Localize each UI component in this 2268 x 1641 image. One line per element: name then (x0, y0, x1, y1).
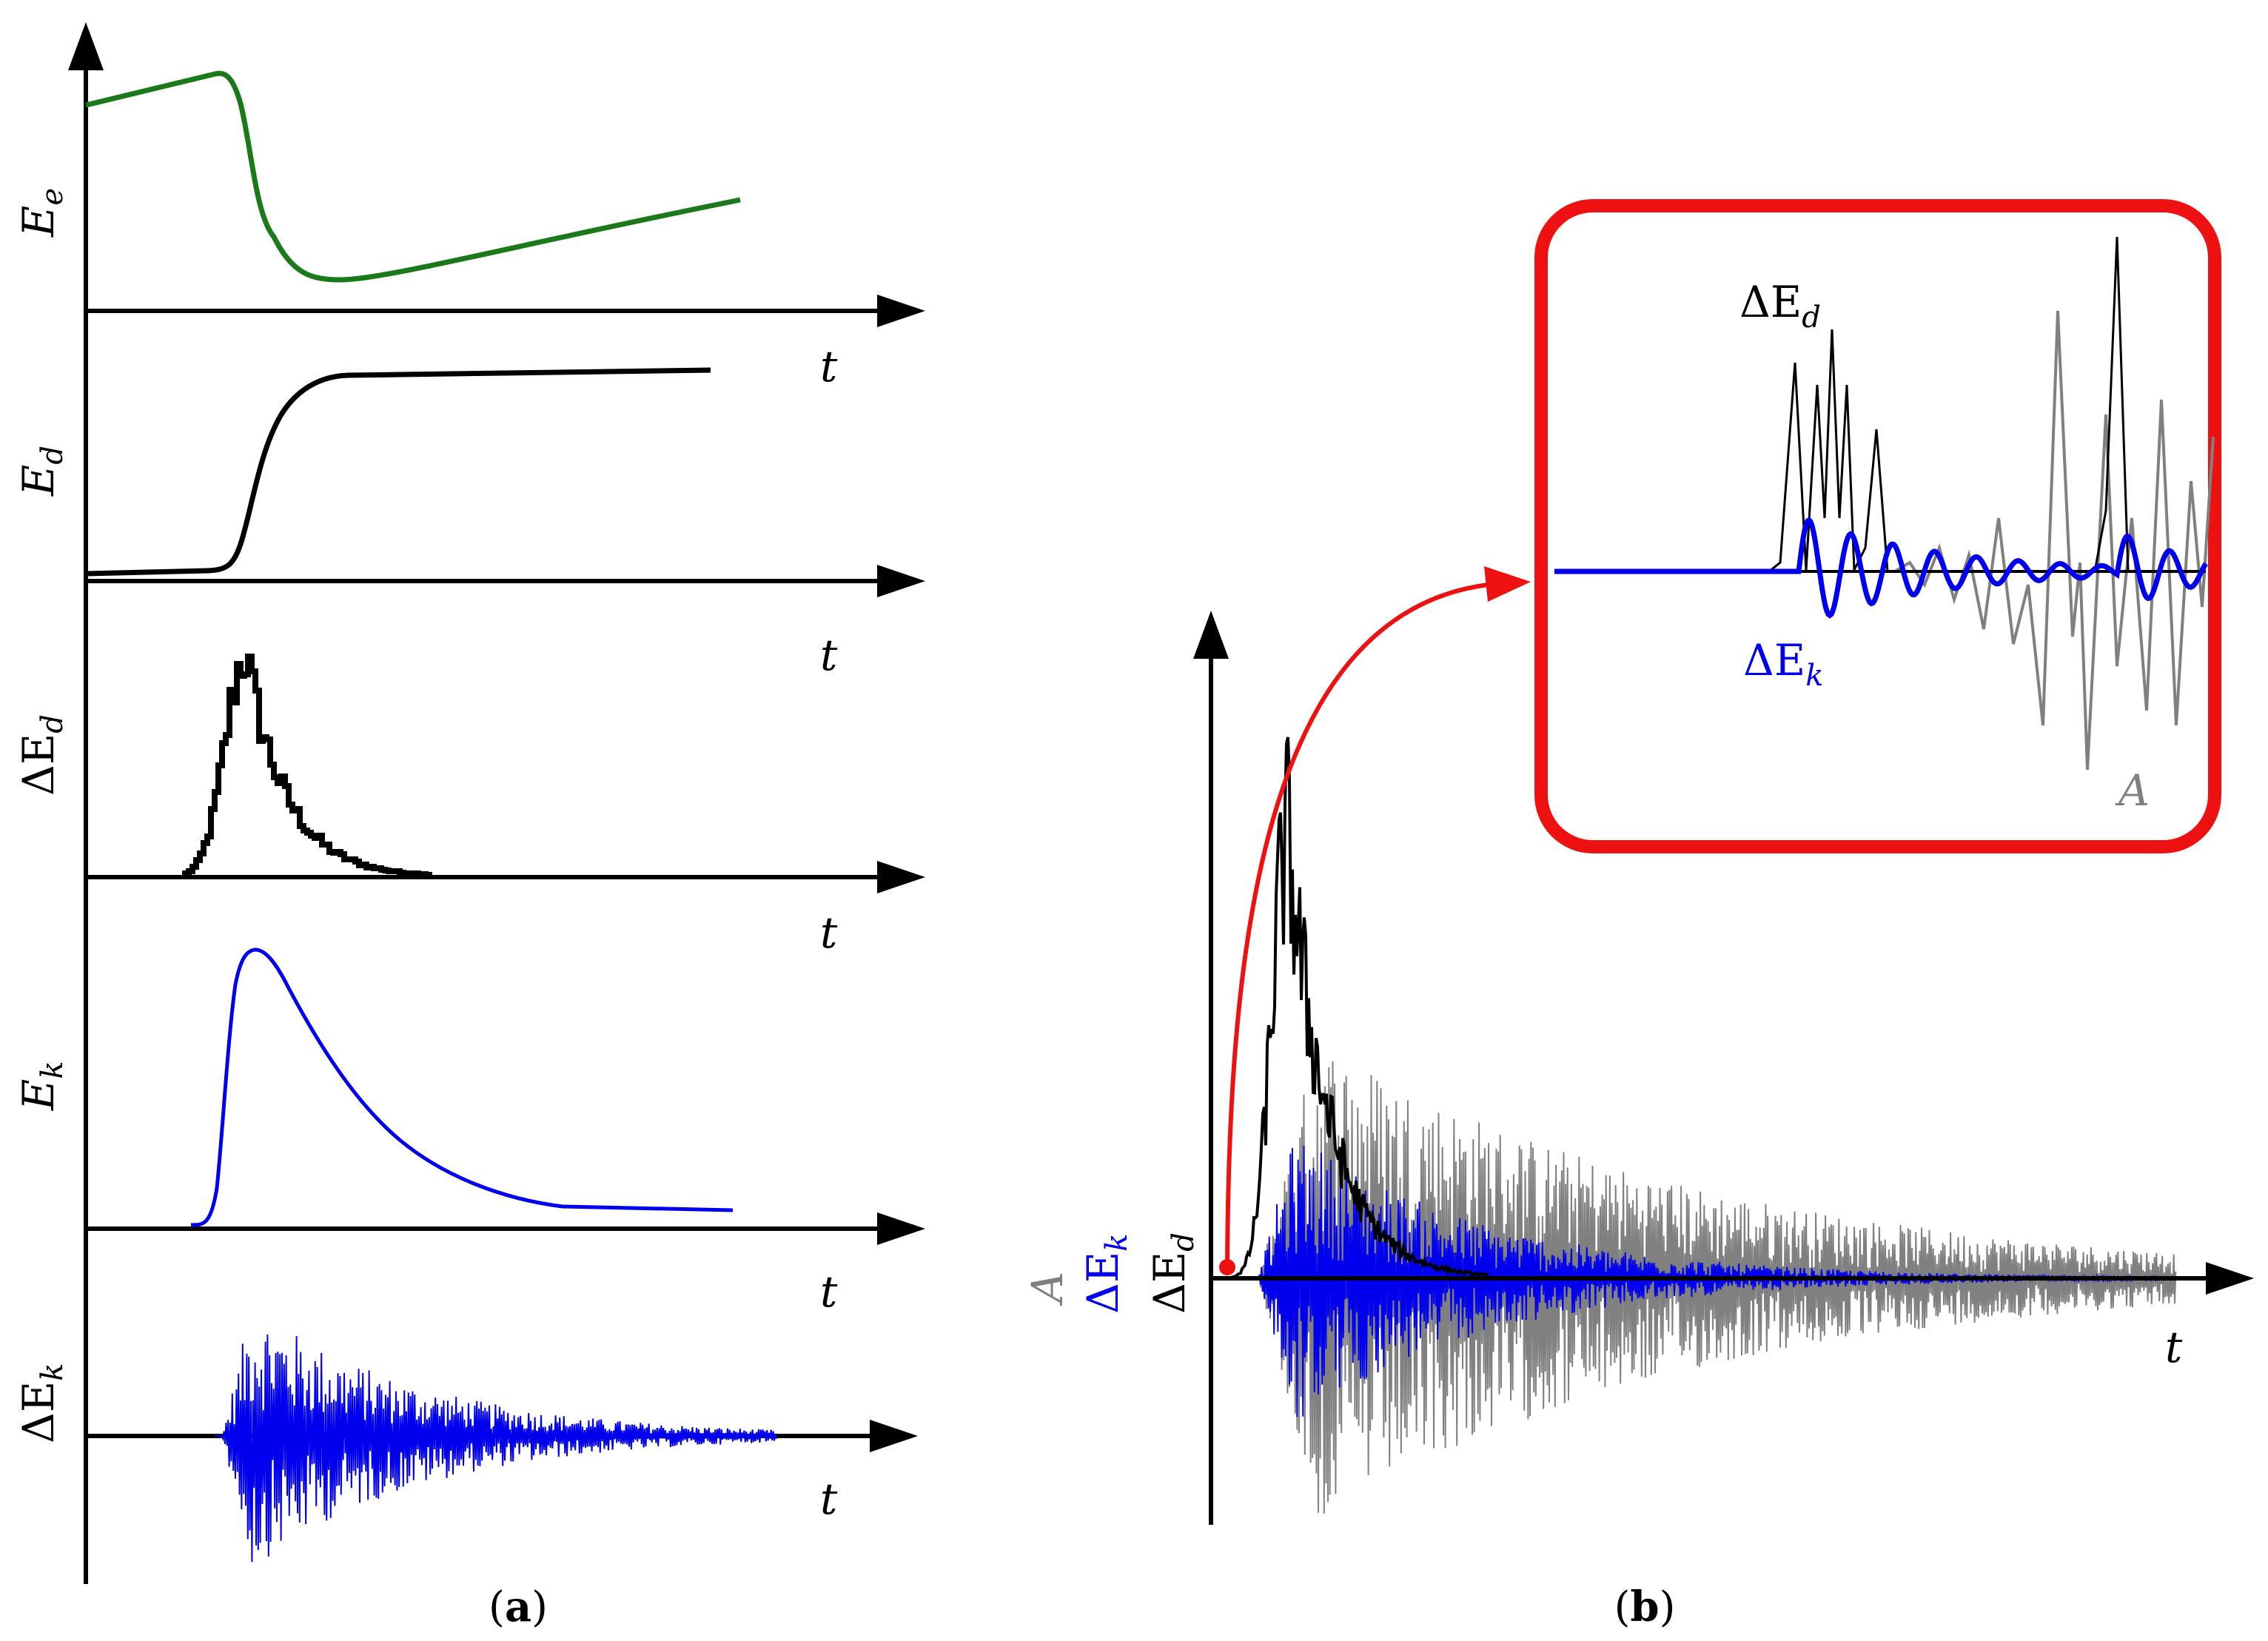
zoom-origin-dot (1219, 1259, 1235, 1275)
dek-ylabel: ΔEk (13, 1363, 70, 1443)
inset-series-a (1554, 310, 2215, 771)
panel-a-row-ded-axis (86, 861, 925, 893)
panel-b-ylabel-a: A (1022, 1272, 1073, 1306)
ed-xlabel: t (820, 630, 838, 680)
zoom-inset-border (1534, 199, 2221, 853)
panel-a-row-ek-axis (86, 1212, 925, 1245)
inset-series-dek (1554, 517, 2208, 619)
ee-ylabel: Ee (13, 188, 70, 238)
panel-a-row-ee-axis (86, 295, 925, 327)
ded-ylabel: ΔEd (13, 714, 70, 796)
ee-xlabel: t (820, 341, 838, 392)
zoom-inset: ΔEd ΔEk A (1534, 199, 2221, 853)
inset-series-ded (1554, 236, 2206, 573)
panel-b-ylabel-ded: ΔEd (1144, 1232, 1201, 1314)
panel-b-ylabel-dek: ΔEk (1078, 1234, 1134, 1314)
ded-curve (182, 654, 432, 878)
ek-xlabel: t (820, 1266, 838, 1317)
ek-ylabel: Ek (13, 1061, 70, 1111)
panel-b: A ΔEk ΔEd t ΔEd ΔEk A (b) (1022, 199, 2254, 1631)
zoom-connector-arrow (1225, 583, 1489, 1268)
panel-b-horizontal-arrowhead (2206, 1262, 2254, 1295)
ee-curve (85, 70, 741, 283)
panel-b-series-ded (1220, 736, 1489, 1280)
panel-a-vertical-arrowhead (68, 22, 104, 70)
panel-b-vertical-arrowhead (1193, 611, 1229, 659)
inset-label-dek: ΔEk (1743, 635, 1823, 693)
ek-curve (190, 947, 734, 1227)
zoom-connector-arrowhead (1484, 566, 1531, 602)
panel-b-caption: (b) (1614, 1583, 1676, 1631)
panel-a: Ee Ed ΔEd Ek ΔEk t t t t t (a) (13, 22, 925, 1631)
inset-label-ded: ΔEd (1739, 277, 1821, 335)
inset-label-a: A (2115, 765, 2150, 816)
panel-a-row-ed-axis (86, 565, 925, 597)
ded-xlabel: t (820, 907, 838, 958)
panel-a-caption: (a) (489, 1583, 548, 1631)
ed-ylabel: Ed (13, 446, 70, 497)
dek-xlabel: t (820, 1474, 838, 1524)
ed-curve (85, 367, 711, 577)
panel-b-xlabel: t (2165, 1322, 2183, 1372)
dek-curve (215, 1334, 777, 1563)
